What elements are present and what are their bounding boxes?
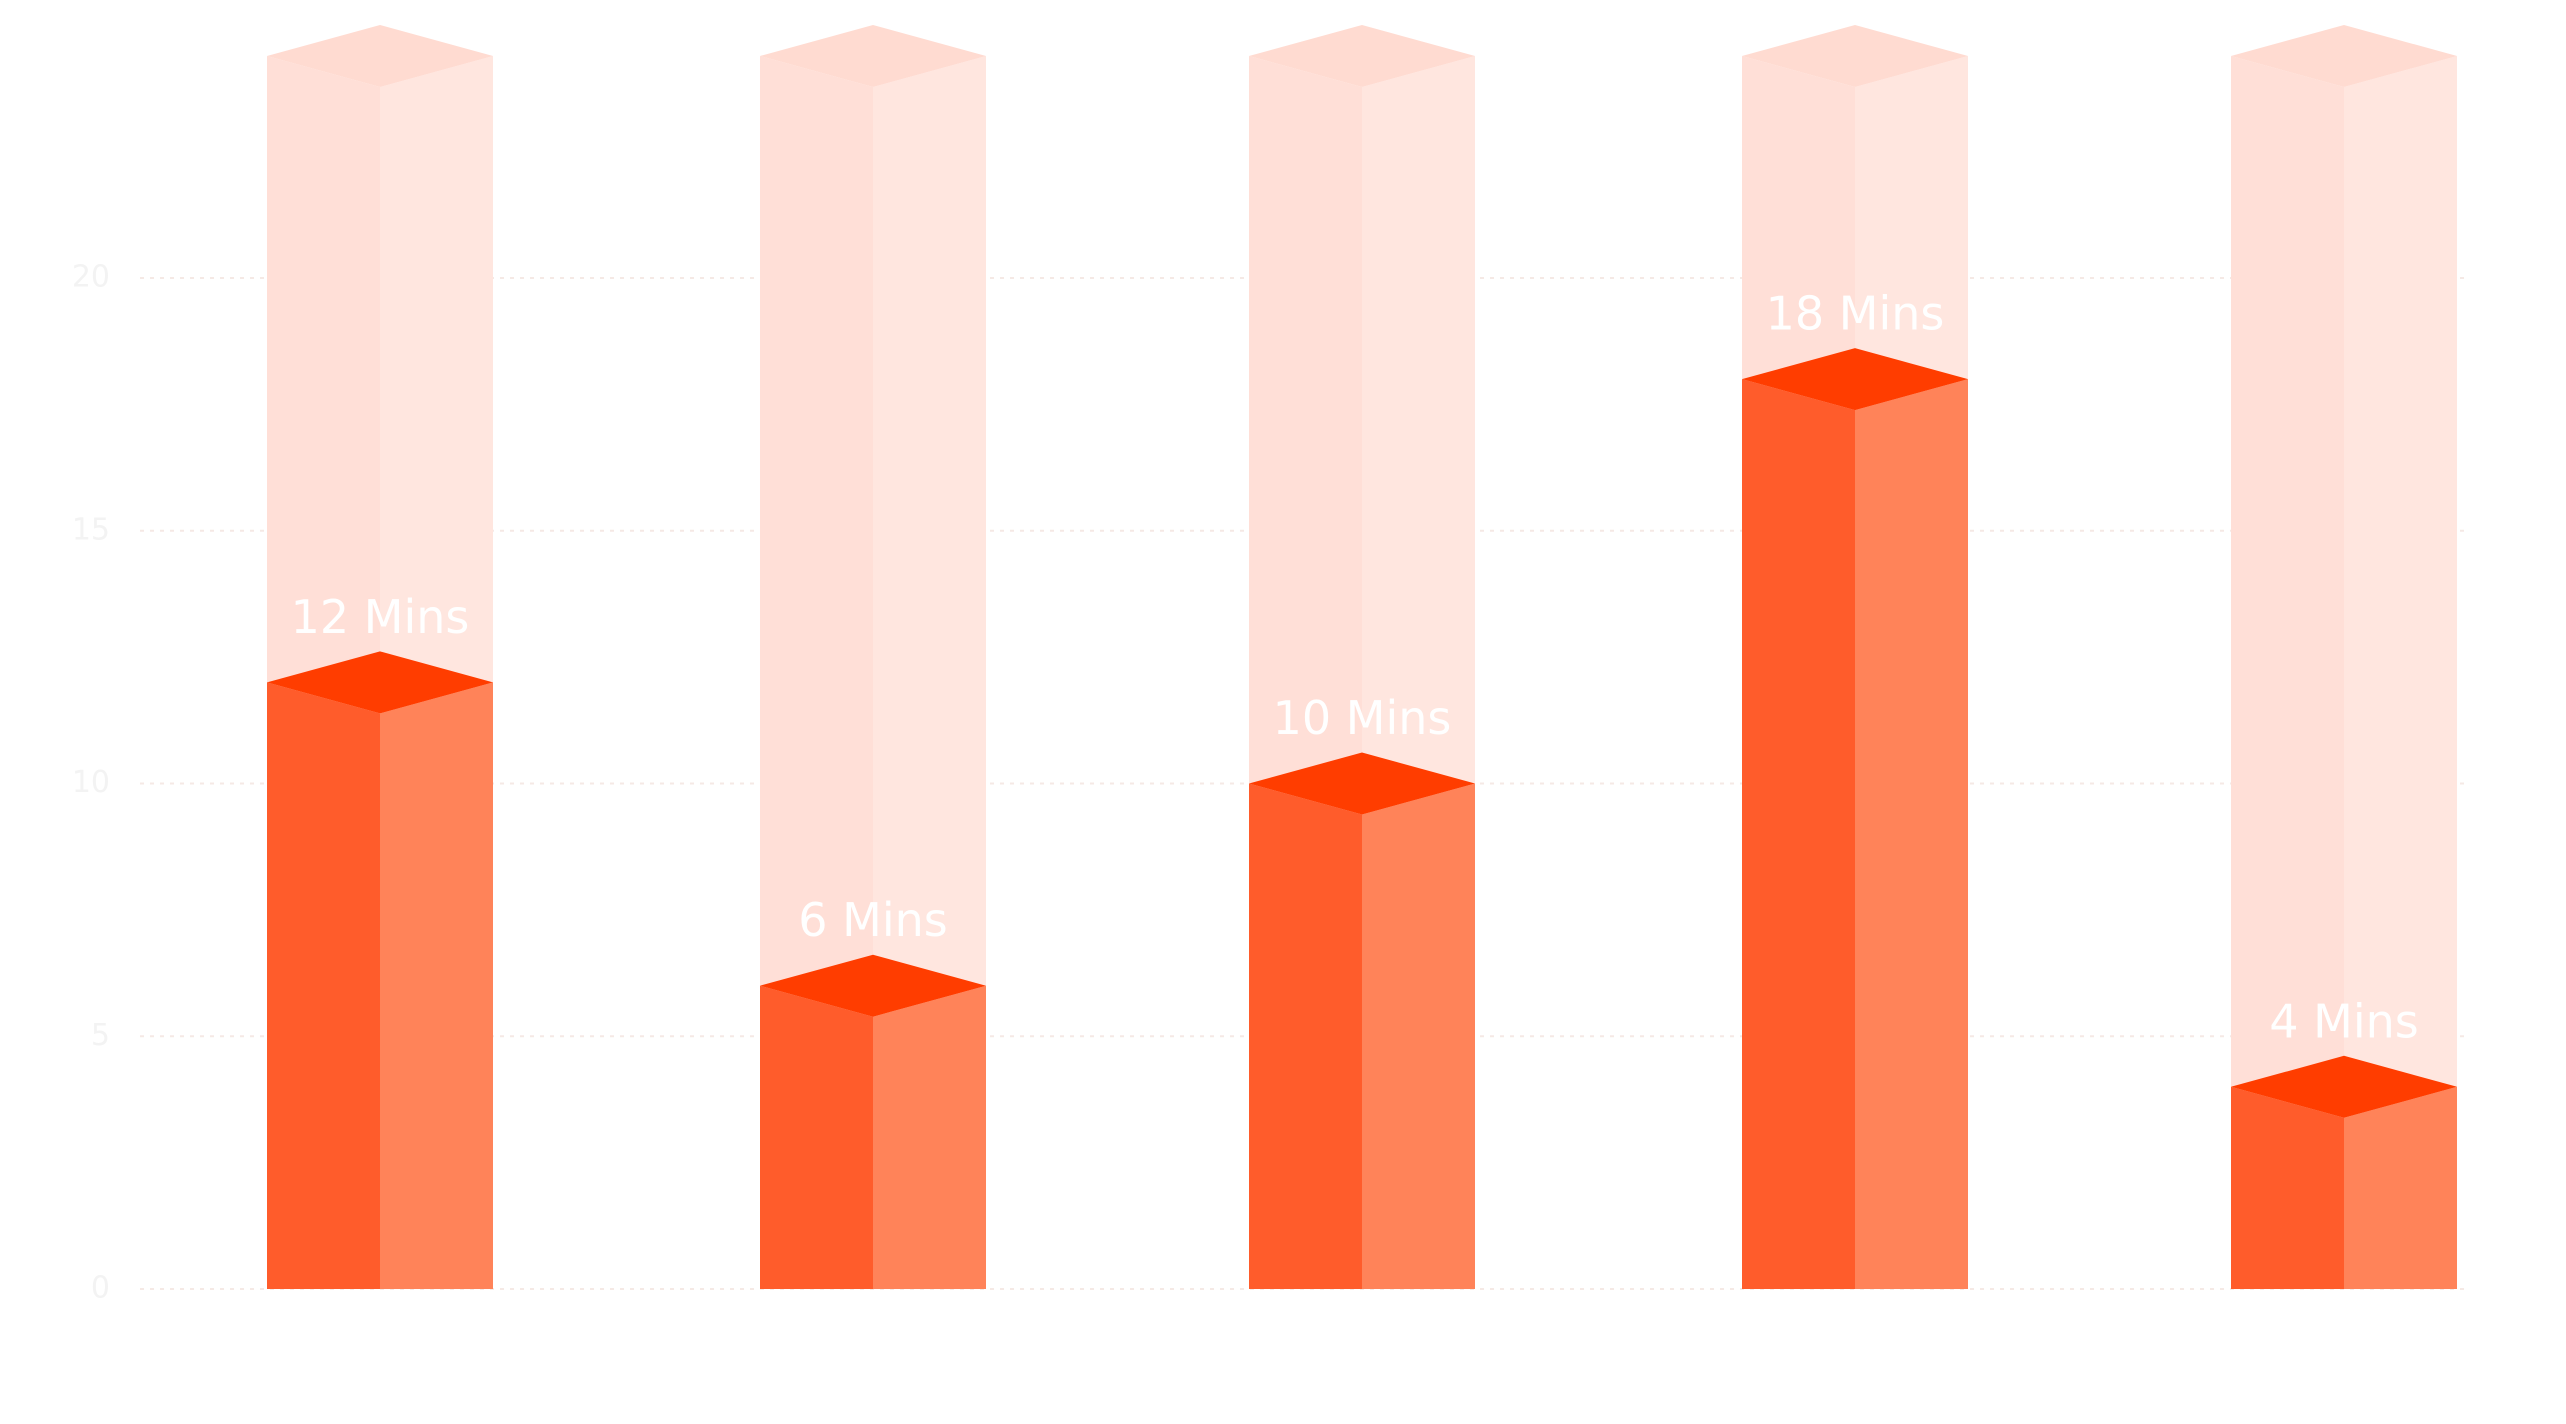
bar-right	[873, 985, 986, 1289]
y-tick-label: 20	[72, 260, 110, 295]
bar-top	[2231, 1055, 2457, 1118]
bar	[1249, 752, 1475, 1289]
y-tick-label: 10	[72, 765, 110, 800]
value-label: 18 Mins	[1766, 287, 1945, 341]
bar-right	[1855, 379, 1968, 1290]
bar-bg-right	[2344, 56, 2457, 1289]
bar-right	[2344, 1086, 2457, 1289]
bar-left	[1249, 783, 1362, 1289]
bar-left	[2231, 1086, 2344, 1289]
bar-right	[1362, 783, 1475, 1289]
bar	[267, 651, 493, 1289]
bar	[2231, 1055, 2457, 1289]
bar-bg-left	[2231, 56, 2344, 1289]
bar-top	[760, 954, 986, 1017]
y-tick-label: 5	[91, 1018, 110, 1053]
bar-left	[760, 985, 873, 1289]
value-label: 6 Mins	[798, 893, 947, 947]
bar-left	[1742, 379, 1855, 1290]
bar-right	[380, 682, 493, 1289]
y-tick-label: 0	[91, 1271, 110, 1306]
bar-bg-top	[267, 25, 493, 87]
bar	[760, 954, 986, 1289]
bar-left	[267, 682, 380, 1289]
bar-top	[267, 651, 493, 714]
bar-bg-top	[1249, 25, 1475, 87]
bar-top	[1742, 348, 1968, 411]
bar-top	[1249, 752, 1475, 815]
bar-bg-top	[2231, 25, 2457, 87]
bar-bg-top	[760, 25, 986, 87]
y-tick-label: 15	[72, 512, 110, 547]
value-label: 4 Mins	[2269, 994, 2418, 1048]
value-label: 12 Mins	[291, 590, 470, 644]
bar	[1742, 348, 1968, 1290]
bar-bg-top	[1742, 25, 1968, 87]
value-label: 10 Mins	[1273, 691, 1452, 745]
